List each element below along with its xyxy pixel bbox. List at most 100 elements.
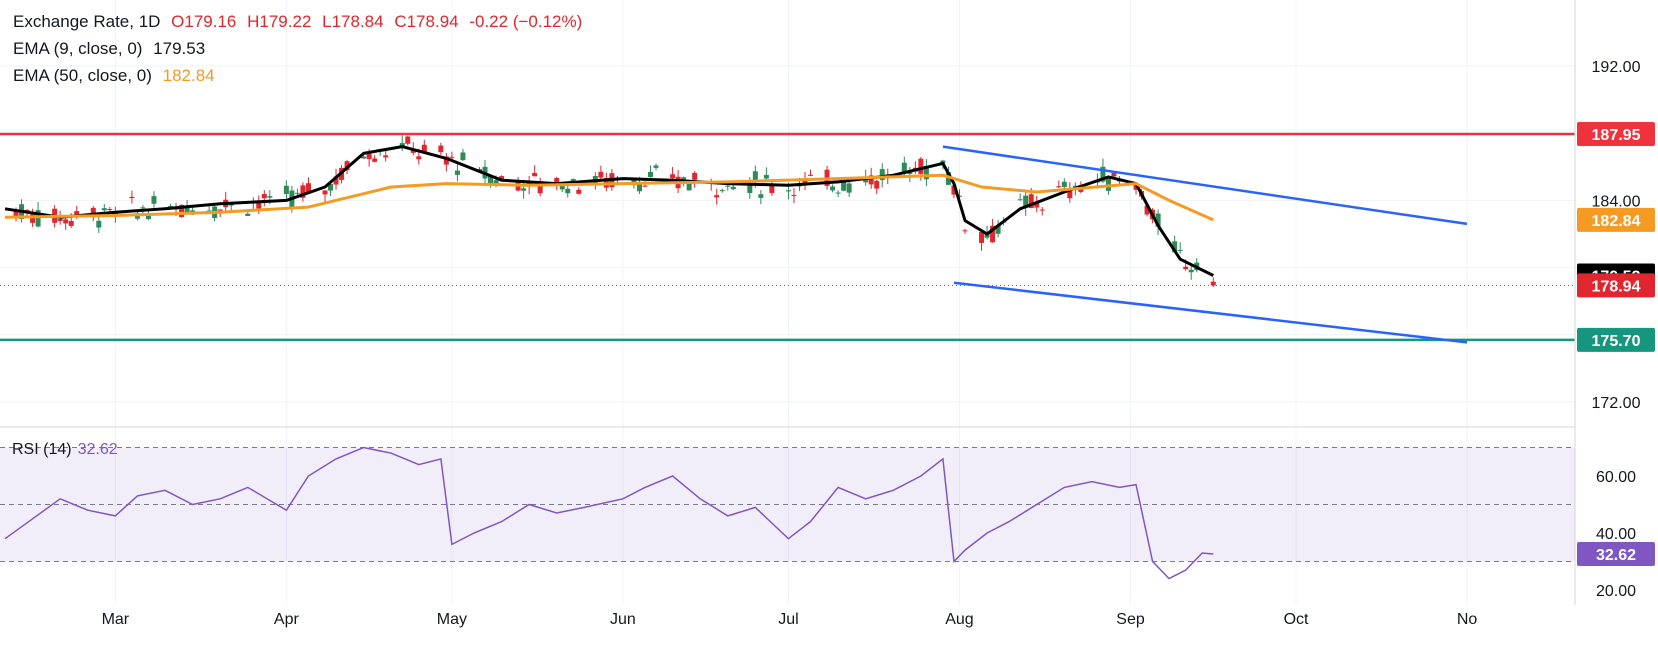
- candle-body: [1177, 249, 1183, 251]
- price-tag-label: 178.94: [1592, 278, 1641, 295]
- candle-body: [1105, 176, 1111, 191]
- candle-body: [730, 186, 736, 190]
- candle-body: [300, 185, 306, 198]
- ema50-value: 182.84: [162, 66, 215, 85]
- candle-body: [129, 196, 135, 199]
- candle-body: [438, 145, 444, 153]
- candle-body: [410, 150, 416, 153]
- candle-body: [692, 172, 698, 180]
- ema9-value: 179.53: [153, 39, 206, 58]
- x-tick-label: Jul: [778, 611, 798, 628]
- candle-body: [642, 185, 648, 187]
- candle-body: [1028, 194, 1034, 209]
- candle-body: [1056, 186, 1062, 188]
- rsi-value: 32.62: [77, 441, 118, 458]
- candle-body: [151, 196, 157, 204]
- candle-body: [90, 207, 96, 218]
- candle-body: [322, 190, 328, 195]
- candle-body: [868, 175, 874, 185]
- candle-body: [13, 209, 19, 218]
- candle-body: [802, 178, 808, 184]
- y-tick-label: 172.00: [1592, 395, 1641, 412]
- candle-body: [228, 203, 234, 206]
- candle-body: [256, 202, 262, 209]
- candle-body: [305, 183, 311, 193]
- rsi-tick-label: 20.00: [1596, 583, 1636, 600]
- candle-body: [184, 207, 190, 213]
- candle-body: [537, 183, 543, 194]
- price-tag-box: [1577, 207, 1655, 232]
- price-tag-box: [1577, 273, 1655, 298]
- x-tick-label: Apr: [274, 611, 300, 628]
- candle-body: [1133, 184, 1139, 190]
- candle-body: [179, 204, 185, 218]
- candle-body: [979, 232, 985, 243]
- x-tick-label: No: [1457, 611, 1478, 628]
- candle-body: [576, 189, 582, 194]
- candle-body: [421, 144, 427, 153]
- candle-body: [945, 172, 951, 185]
- candle-body: [1183, 266, 1189, 269]
- candle-body: [874, 180, 880, 189]
- candle-body: [1061, 181, 1067, 188]
- candle-body: [383, 155, 389, 158]
- ema50-label: EMA (50, close, 0): [13, 66, 152, 85]
- candle-body: [57, 218, 63, 221]
- candle-body: [35, 210, 41, 227]
- x-tick-label: Sep: [1116, 611, 1145, 628]
- candle-body: [372, 158, 378, 162]
- candle-body: [460, 152, 466, 161]
- candle-body: [283, 185, 289, 194]
- candle-body: [333, 176, 339, 185]
- low-value: L178.84: [322, 12, 384, 31]
- candle-body: [725, 185, 731, 187]
- indicator-lines: [4, 145, 1468, 580]
- change-value: -0.22 (−0.12%): [469, 12, 583, 31]
- ema9-label: EMA (9, close, 0): [13, 39, 143, 58]
- candle-body: [598, 171, 604, 178]
- candle-body: [758, 194, 764, 198]
- candle-body: [493, 180, 499, 186]
- candle-body: [923, 165, 929, 180]
- candle-body: [879, 169, 885, 181]
- candle-body: [488, 176, 494, 184]
- high-value: H179.22: [247, 12, 312, 31]
- candle-body: [995, 225, 1001, 234]
- candle-body: [449, 156, 455, 158]
- rsi-tick-label: 60.00: [1596, 469, 1636, 486]
- candle-body: [1039, 209, 1045, 211]
- chart-legend-ema9: EMA (9, close, 0) 179.53: [13, 39, 211, 59]
- candle-body: [1111, 172, 1117, 177]
- channel-upper-line: [942, 145, 1468, 226]
- candle-body: [107, 209, 113, 211]
- y-tick-label: 192.00: [1592, 59, 1641, 76]
- candle-body: [714, 195, 720, 198]
- candle-body: [1188, 269, 1194, 273]
- ema50-line: [4, 173, 1214, 222]
- candle-body: [835, 192, 841, 194]
- candle-body: [670, 174, 676, 179]
- symbol-label: Exchange Rate, 1D: [13, 12, 161, 31]
- candle-body: [686, 182, 692, 191]
- candle-body: [1017, 199, 1023, 201]
- candle-body: [791, 195, 797, 197]
- candle-body: [1172, 241, 1178, 253]
- candle-body: [63, 219, 69, 224]
- candle-body: [648, 171, 654, 177]
- candle-body: [841, 179, 847, 191]
- candle-body: [366, 153, 372, 160]
- candle-body: [1067, 188, 1073, 199]
- candle-body: [454, 170, 460, 175]
- candle-body: [521, 188, 527, 191]
- x-tick-label: Oct: [1284, 611, 1309, 628]
- candle-body: [918, 158, 924, 174]
- candle-body: [1155, 213, 1161, 227]
- candle-body: [962, 230, 968, 232]
- channel-lower-line: [953, 281, 1468, 344]
- x-tick-label: May: [437, 611, 467, 628]
- candle-body: [1023, 195, 1029, 208]
- candle-body: [532, 172, 538, 177]
- candle-body: [1144, 205, 1150, 215]
- x-tick-label: Mar: [102, 611, 130, 628]
- candle-body: [565, 188, 571, 194]
